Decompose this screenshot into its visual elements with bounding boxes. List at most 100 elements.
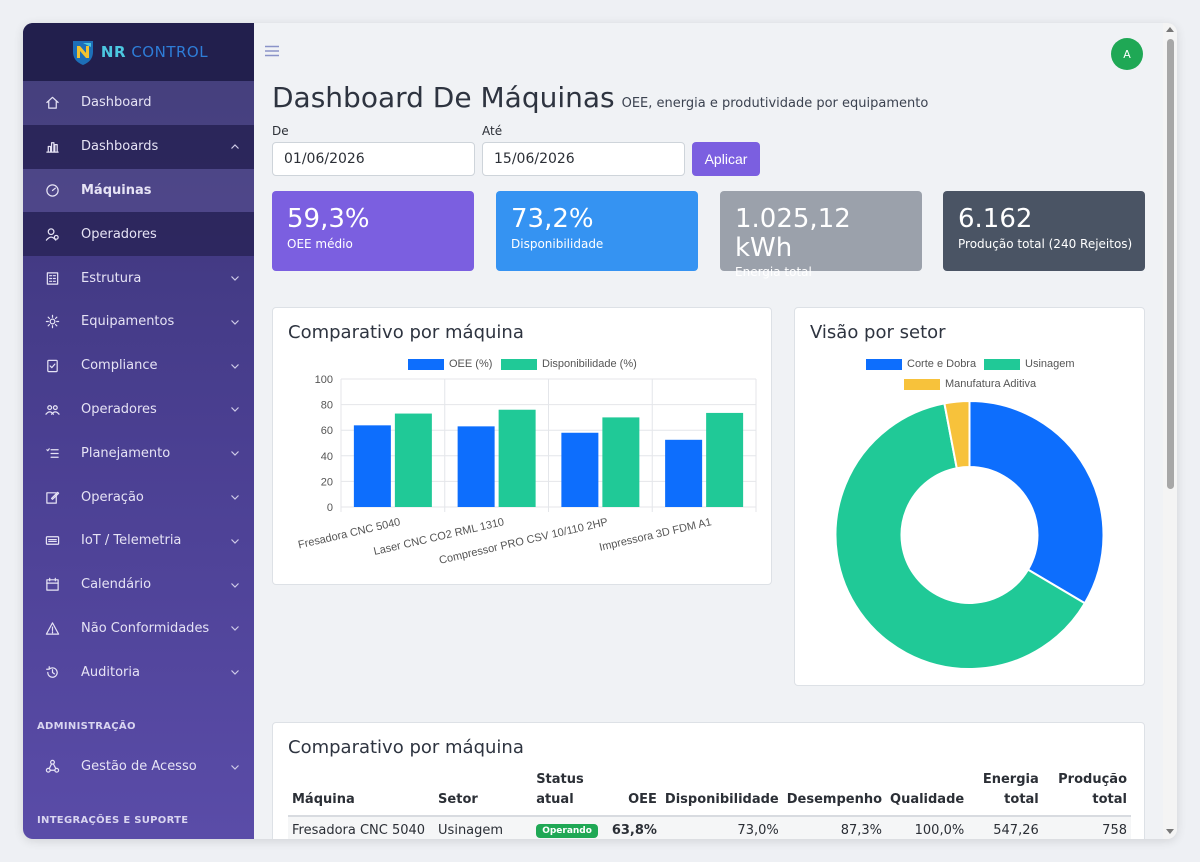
y-tick-label: 100 — [315, 374, 333, 386]
sidebar-item-iot-telemetria[interactable]: IoT / Telemetria — [23, 519, 254, 563]
bar-availability — [706, 412, 744, 507]
chevron-down-icon — [231, 582, 239, 588]
sidebar-item-planejamento[interactable]: Planejamento — [23, 431, 254, 475]
table-row[interactable]: Fresadora CNC 5040 Usinagem Operando 63,… — [288, 816, 1131, 839]
legend-label: OEE (%) — [449, 358, 493, 370]
sidebar-item-opera-o[interactable]: Operação — [23, 475, 254, 519]
page-heading: Dashboard De Máquinas — [272, 81, 615, 114]
chevron-down-icon — [231, 407, 239, 413]
chevron-down-icon — [231, 670, 239, 676]
legend-label: Corte e Dobra — [907, 358, 977, 370]
sidebar-item-label: Planejamento — [81, 445, 171, 461]
legend-item-oee: OEE (%) — [408, 358, 492, 370]
sidebar-item-auditoria[interactable]: Auditoria — [23, 650, 254, 694]
logo-icon — [72, 41, 93, 65]
legend-swatch — [866, 358, 902, 370]
scroll-up-icon[interactable] — [1166, 27, 1174, 32]
col-header-production[interactable]: Produção total — [1042, 766, 1131, 817]
network-icon — [44, 759, 60, 775]
sidebar-item-label: Máquinas — [81, 182, 152, 198]
sidebar-item-compliance[interactable]: Compliance — [23, 344, 254, 388]
table-card: Comparativo por máquina Máquina Setor St… — [272, 722, 1145, 839]
home-icon — [44, 95, 60, 111]
apply-button[interactable]: Aplicar — [692, 142, 760, 176]
gauge-icon — [44, 182, 60, 198]
donut-slice-manufatura-aditiva[interactable] — [943, 399, 971, 470]
col-header-energy[interactable]: Energia total — [968, 766, 1043, 817]
main-content: A Dashboard De Máquinas OEE, energia e p… — [254, 23, 1177, 839]
col-header-availability[interactable]: Disponibilidade — [660, 766, 783, 817]
sidebar-nav: Dashboard Dashboards Máquinas Operadores Est… — [23, 81, 254, 694]
x-tick-label: Impressora 3D FDM A1 — [598, 516, 713, 554]
y-tick-label: 0 — [327, 502, 333, 514]
scroll-down-icon[interactable] — [1166, 829, 1174, 834]
legend-swatch — [984, 358, 1020, 370]
card-title: Visão por setor — [810, 322, 946, 343]
sidebar-item-dashboards[interactable]: Dashboards — [23, 124, 254, 169]
donut-slice-usinagem[interactable] — [834, 402, 1087, 670]
bar-chart-icon — [44, 139, 60, 155]
sidebar-item-label: Dashboards — [81, 139, 159, 155]
kpi-value: 73,2% — [511, 204, 594, 234]
sidebar-item-estrutura[interactable]: Estrutura — [23, 256, 254, 300]
legend-swatch — [408, 358, 444, 370]
kpi-card-production: 6.162 Produção total (240 Rejeitos) — [943, 191, 1145, 271]
scrollbar-thumb[interactable] — [1167, 39, 1174, 489]
sidebar-item-dashboard[interactable]: Dashboard — [23, 81, 254, 125]
col-header-quality[interactable]: Qualidade — [886, 766, 969, 817]
list-icon — [44, 445, 60, 461]
sidebar-item-gestao-acesso[interactable]: Gestão de Acesso — [23, 745, 254, 789]
sidebar-item-equipamentos[interactable]: Equipamentos — [23, 300, 254, 344]
chevron-down-icon — [231, 764, 239, 770]
sidebar-item-n-o-conformidades[interactable]: Não Conformidades — [23, 607, 254, 651]
sidebar-item-label: Operação — [81, 489, 144, 505]
legend-swatch — [904, 378, 940, 390]
menu-toggle-icon[interactable] — [264, 45, 280, 57]
user-icon — [44, 226, 60, 242]
vertical-scrollbar[interactable] — [1163, 23, 1177, 839]
cell-performance: 87,3% — [782, 816, 887, 839]
bar-availability — [498, 409, 536, 507]
donut-slice-corte-e-dobra[interactable] — [968, 399, 1105, 605]
sidebar-item-operadores-2[interactable]: Operadores — [23, 388, 254, 432]
kpi-card-energy: 1.025,12 kWh Energia total — [720, 191, 922, 279]
sidebar-item-calend-rio[interactable]: Calendário — [23, 563, 254, 607]
page-title: Dashboard De Máquinas OEE, energia e pro… — [272, 81, 928, 114]
bar-oee — [457, 426, 495, 507]
legend-item-usinagem: Usinagem — [984, 358, 1075, 370]
col-header-performance[interactable]: Desempenho — [782, 766, 887, 817]
kpi-label: Produção total (240 Rejeitos) — [958, 236, 1133, 251]
section-head-admin: ADMINISTRAÇÃO — [37, 721, 136, 732]
chevron-up-icon — [231, 143, 239, 149]
col-header-machine[interactable]: Máquina — [288, 766, 435, 817]
avatar[interactable]: A — [1111, 38, 1143, 70]
machine-table: Máquina Setor Status atual OEE Disponibi… — [288, 766, 1131, 839]
from-date-input[interactable]: 01/06/2026 — [272, 142, 475, 176]
col-header-sector[interactable]: Setor — [434, 766, 533, 817]
kpi-label: Disponibilidade — [511, 236, 604, 251]
legend-item-availability: Disponibilidade (%) — [501, 358, 637, 370]
gear-icon — [44, 314, 60, 330]
cell-availability: 73,0% — [660, 816, 783, 839]
page-subtitle: OEE, energia e produtividade por equipam… — [621, 96, 929, 111]
cell-sector: Usinagem — [434, 816, 533, 839]
cell-energy: 547,26 — [968, 816, 1043, 839]
brand-logo[interactable]: NR CONTROL — [23, 23, 254, 81]
sidebar-item-operadores[interactable]: Operadores — [23, 212, 254, 257]
sidebar-item-label: IoT / Telemetria — [81, 533, 182, 549]
sidebar-item-label: Operadores — [81, 226, 157, 242]
clipboard-check-icon — [44, 358, 60, 374]
col-header-status[interactable]: Status atual — [532, 766, 602, 817]
col-header-oee[interactable]: OEE — [601, 766, 661, 817]
to-date-input[interactable]: 15/06/2026 — [482, 142, 685, 176]
legend-label: Disponibilidade (%) — [542, 358, 637, 370]
sidebar-item-label: Compliance — [81, 358, 158, 374]
cell-status: Operando — [532, 816, 602, 839]
app-window: NR CONTROL Dashboard Dashboards Máquinas Op… — [23, 23, 1177, 839]
warning-icon — [44, 620, 60, 636]
kpi-card-oee: 59,3% OEE médio — [272, 191, 474, 271]
from-date-label: De — [272, 124, 289, 138]
sidebar-item-m-quinas[interactable]: Máquinas — [23, 168, 254, 213]
legend-item-corte-dobra: Corte e Dobra — [866, 358, 976, 370]
